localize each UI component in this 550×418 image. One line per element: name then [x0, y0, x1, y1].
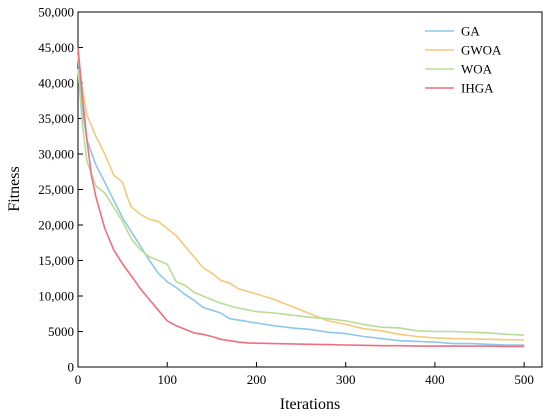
y-tick-label: 50,000 [38, 5, 74, 20]
y-tick-label: 20,000 [38, 218, 74, 233]
y-tick-label: 0 [68, 360, 75, 375]
y-tick-label: 35,000 [38, 111, 74, 126]
series-line-ga [77, 54, 525, 346]
y-tick-label: 30,000 [38, 147, 74, 162]
y-tick-label: 10,000 [38, 289, 74, 304]
axis-ticks: 0 100 200 300 400 5000500010,00015,00020,0002… [38, 5, 534, 388]
y-tick-label: 25,000 [38, 182, 74, 197]
x-tick-label: 100 [157, 372, 177, 387]
y-tick-label: 40,000 [38, 76, 74, 91]
x-tick-label: 400 [425, 372, 445, 387]
series-line-woa [77, 68, 525, 336]
legend-label: GA [461, 24, 480, 39]
series-lines [77, 47, 525, 348]
y-tick-label: 5000 [48, 324, 74, 339]
y-axis-title: Fitness [6, 166, 23, 211]
y-tick-label: 45,000 [38, 40, 74, 55]
x-tick-label: 200 [247, 372, 267, 387]
legend: GA GWOA WOA IHGA [425, 24, 502, 96]
legend-label: WOA [461, 62, 493, 77]
series-line-ihga [77, 47, 525, 348]
x-tick-label: 300 [336, 372, 356, 387]
y-tick-label: 15,000 [38, 253, 74, 268]
legend-label: GWOA [461, 43, 502, 58]
x-tick-label: 0 [75, 372, 82, 387]
legend-label: IHGA [461, 81, 494, 96]
x-axis-title: Iterations [280, 396, 340, 413]
series-line-gwoa [77, 54, 525, 341]
x-tick-label: 500 [514, 372, 534, 387]
